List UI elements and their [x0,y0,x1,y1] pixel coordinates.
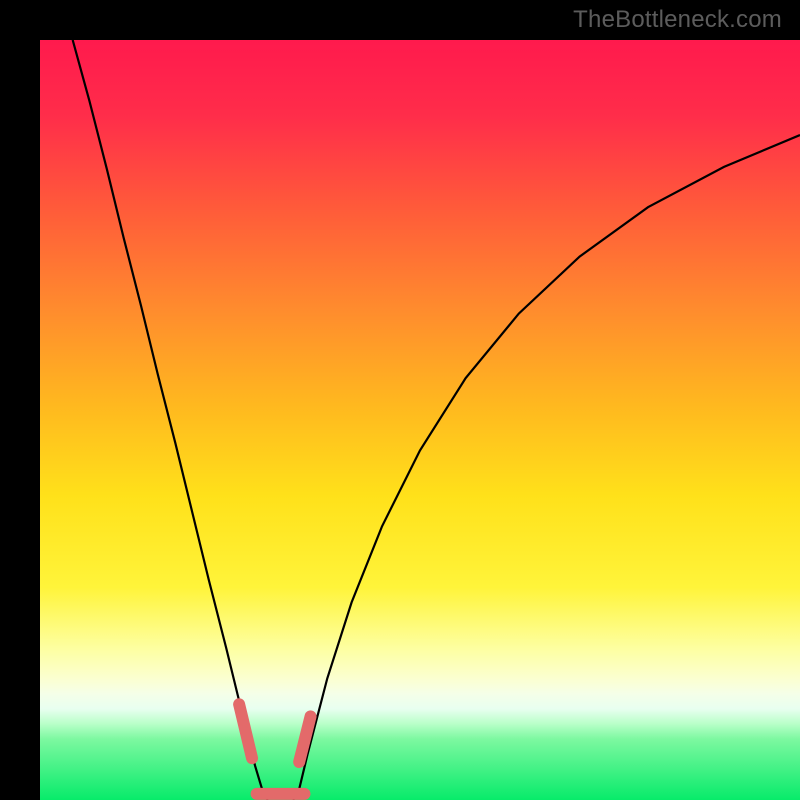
plot-area [40,40,800,800]
curve-right-branch [293,135,800,800]
marker-segment [239,704,252,758]
watermark-text: TheBottleneck.com [573,6,782,34]
marker-group [239,704,310,794]
curve-left-branch [73,40,268,800]
chart-frame: TheBottleneck.com [0,0,800,800]
marker-segment [299,716,310,762]
curve-layer [40,40,800,800]
